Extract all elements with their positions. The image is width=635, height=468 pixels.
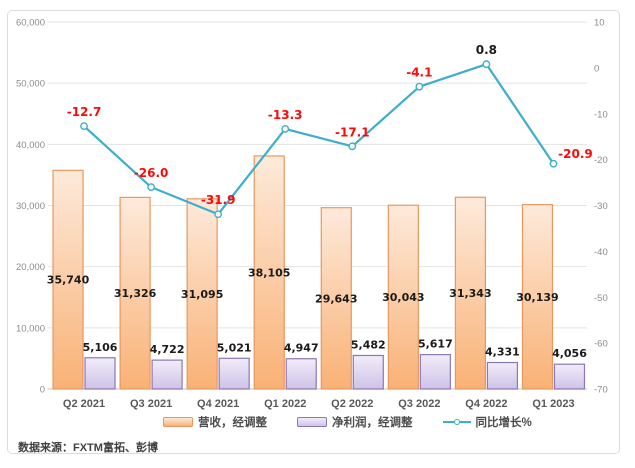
profit-bar: [151, 359, 183, 390]
revenue-bar: [387, 204, 419, 390]
revenue-bar: [320, 207, 352, 390]
right-axis-tick-label: -50: [594, 293, 608, 304]
profit-bar-label: 5,021: [217, 341, 252, 354]
profit-bar: [486, 361, 519, 390]
profit-bar: [218, 357, 250, 390]
profit-bar: [352, 354, 384, 390]
right-axis-tick-label: 10: [594, 18, 605, 29]
yoy-point: [348, 142, 357, 151]
left-axis-tick-label: 10,000: [16, 323, 45, 334]
yoy-label: -20.9: [558, 147, 593, 161]
yoy-point: [80, 122, 88, 131]
yoy-label: -31.9: [201, 193, 236, 207]
legend-item-revenue: 营收，经调整: [163, 414, 267, 430]
yoy-label: -12.7: [67, 105, 102, 119]
left-axis-tick-label: 40,000: [16, 140, 45, 151]
revenue-bar-label: 31,095: [181, 288, 223, 301]
line-swatch-icon: [442, 417, 471, 427]
legend-item-profit: 净利润，经调整: [297, 414, 413, 430]
revenue-bar-label: 38,105: [248, 266, 290, 279]
profit-bar-label: 4,056: [552, 347, 587, 360]
left-axis-tick-label: 30,000: [16, 201, 45, 212]
yoy-label: -26.0: [134, 166, 169, 180]
revenue-bar-label: 30,139: [516, 291, 558, 304]
revenue-bar-label: 31,326: [114, 287, 157, 300]
x-axis-tick-label: Q3 2021: [130, 398, 172, 410]
profit-bar-label: 5,617: [418, 338, 453, 351]
revenue-bar-label: 30,043: [382, 291, 424, 304]
revenue-bar: [253, 155, 285, 390]
right-axis-tick-label: -20: [594, 155, 608, 166]
revenue-bar: [119, 196, 151, 390]
x-axis-tick-label: Q1 2022: [264, 398, 306, 410]
yoy-point: [147, 183, 155, 192]
right-axis-tick-label: -10: [594, 109, 608, 120]
revenue-bar-label: 35,740: [47, 274, 90, 287]
left-axis-tick-label: 20,000: [16, 262, 45, 273]
profit-swatch-icon: [297, 417, 327, 427]
profit-bar-label: 4,947: [284, 342, 319, 355]
profit-bar: [553, 363, 586, 390]
yoy-point: [415, 82, 424, 91]
x-axis-tick-label: Q2 2022: [331, 398, 373, 410]
x-axis-tick-label: Q4 2022: [465, 398, 507, 410]
yoy-point: [281, 124, 290, 133]
profit-bar-label: 5,482: [351, 338, 386, 351]
profit-bar: [285, 358, 317, 390]
x-axis-tick-label: Q4 2021: [197, 398, 239, 410]
revenue-bar: [454, 196, 487, 390]
x-axis-tick-label: Q3 2022: [398, 398, 440, 410]
profit-bar-label: 4,722: [150, 343, 185, 356]
left-axis-tick-label: 50,000: [16, 79, 45, 90]
revenue-bar: [521, 204, 554, 390]
right-axis-tick-label: -60: [594, 339, 608, 350]
right-axis-tick-label: -30: [594, 201, 608, 212]
legend-label-profit: 净利润，经调整: [332, 417, 413, 429]
legend-item-yoy: 同比增长%: [442, 414, 532, 430]
revenue-bar-label: 31,343: [449, 287, 491, 300]
profit-bar-label: 4,331: [485, 346, 520, 359]
right-axis-tick-label: 0: [594, 63, 599, 74]
x-axis-tick-label: Q2 2021: [63, 398, 105, 410]
revenue-bar-label: 29,643: [315, 292, 357, 305]
yoy-point: [549, 159, 558, 168]
yoy-point: [214, 210, 223, 219]
yoy-point: [482, 60, 491, 69]
legend-label-revenue: 营收，经调整: [198, 417, 267, 429]
left-axis-tick-label: 0: [40, 385, 45, 396]
profit-bar-label: 5,106: [83, 341, 118, 354]
legend-label-yoy: 同比增长%: [475, 417, 532, 429]
right-axis-tick-label: -70: [594, 385, 608, 396]
revenue-bar: [186, 198, 218, 390]
revenue-bar: [52, 169, 84, 390]
revenue-swatch-icon: [163, 417, 193, 427]
source-note: 数据来源：FXTM富拓、彭博: [18, 442, 158, 454]
profit-bar: [419, 354, 451, 390]
profit-bar: [84, 357, 116, 390]
legend: 营收，经调整 净利润，经调整 同比增长%: [163, 413, 532, 431]
right-axis-tick-label: -40: [594, 247, 608, 258]
yoy-label: -13.3: [268, 108, 303, 122]
yoy-line: [83, 63, 555, 216]
yoy-label: -17.1: [335, 125, 370, 139]
yoy-label: -4.1: [406, 66, 432, 80]
x-axis-tick-label: Q1 2023: [532, 398, 574, 410]
left-axis-tick-label: 60,000: [16, 18, 45, 29]
yoy-label: 0.8: [476, 43, 497, 57]
